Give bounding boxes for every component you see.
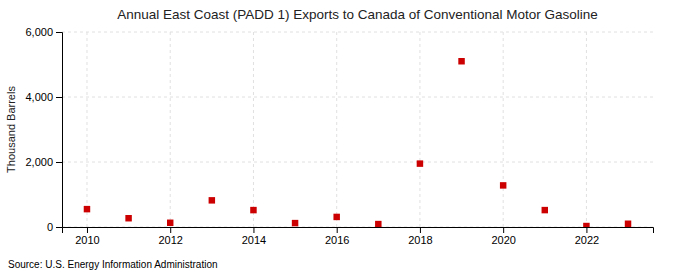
- point: [209, 197, 215, 203]
- tick: 4,000: [25, 91, 62, 103]
- grid-line: [336, 32, 337, 227]
- tick-label: 2014: [242, 234, 266, 246]
- tick: 2,000: [25, 156, 62, 168]
- tick-mark: [170, 227, 171, 233]
- grid-line: [253, 32, 254, 227]
- tick-mark: [586, 227, 587, 233]
- point: [417, 160, 423, 166]
- tick-mark: [56, 162, 62, 163]
- axis-line: [56, 33, 63, 228]
- tick-label: 6,000: [25, 26, 53, 38]
- tick: 2014: [242, 227, 266, 246]
- y-axis-label: Thousand Barrels: [5, 86, 17, 173]
- tick: 6,000: [25, 26, 62, 38]
- tick-mark: [337, 227, 338, 233]
- tick: 2022: [575, 227, 599, 246]
- tick-label: 2,000: [25, 156, 53, 168]
- tick-label: 2016: [325, 234, 349, 246]
- tick: 2016: [325, 227, 349, 246]
- grid-line: [503, 32, 504, 227]
- tick-mark: [420, 227, 421, 233]
- tick-mark: [253, 227, 254, 233]
- tick: 2018: [408, 227, 432, 246]
- point: [292, 220, 298, 226]
- tick-mark: [503, 227, 504, 233]
- point: [167, 220, 173, 226]
- point: [542, 207, 548, 213]
- point: [250, 207, 256, 213]
- axis-line: [63, 228, 654, 234]
- point: [625, 221, 631, 227]
- grid-line: [419, 32, 420, 227]
- tick-label: 0: [47, 221, 53, 233]
- tick-label: 2012: [158, 234, 182, 246]
- grid-line: [62, 162, 653, 163]
- tick-label: 2022: [575, 234, 599, 246]
- grid: [62, 32, 653, 227]
- point: [583, 223, 589, 227]
- grid-line: [62, 97, 653, 98]
- point: [333, 214, 339, 220]
- points: [84, 58, 632, 227]
- tick-label: 2010: [75, 234, 99, 246]
- grid-line: [62, 32, 653, 33]
- point: [500, 182, 506, 188]
- x-axis: 2010 2012 2014 2016 2018 2020 2022: [63, 227, 654, 246]
- y-axis: 0 2,000 4,000 6,000: [25, 26, 62, 233]
- tick: 2010: [75, 227, 99, 246]
- tick-label: 2020: [491, 234, 515, 246]
- tick-mark: [56, 227, 62, 228]
- point: [125, 215, 131, 221]
- point: [375, 221, 381, 227]
- grid-line: [86, 32, 87, 227]
- grid-line: [586, 32, 587, 227]
- plot: 2010 2012 2014 2016 2018 2020 2022 0 2,000 4,000 6…: [25, 26, 653, 246]
- tick-label: 4,000: [25, 91, 53, 103]
- tick-label: 2018: [408, 234, 432, 246]
- tick-mark: [56, 32, 62, 33]
- point: [458, 58, 464, 64]
- chart: 2010 2012 2014 2016 2018 2020 2022 0 2,000 4,000 6…: [0, 0, 675, 275]
- title: Annual East Coast (PADD 1) Exports to Ca…: [117, 7, 598, 22]
- tick: 2020: [491, 227, 515, 246]
- point: [84, 206, 90, 212]
- tick: 0: [47, 221, 62, 233]
- tick-mark: [87, 227, 88, 233]
- tick: 2012: [158, 227, 182, 246]
- source: Source: U.S. Energy Information Administ…: [8, 259, 218, 270]
- tick-mark: [56, 97, 62, 98]
- grid-line: [170, 32, 171, 227]
